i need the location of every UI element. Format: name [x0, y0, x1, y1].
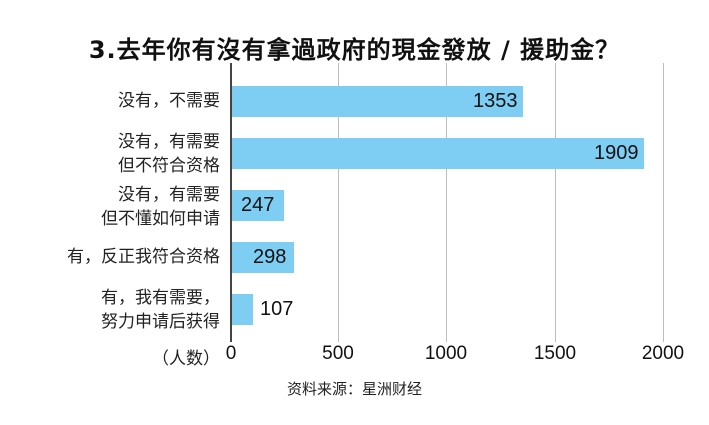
- bar-value-4: 107: [260, 298, 294, 320]
- x-tick-1500: 1500: [533, 343, 577, 364]
- bar-value-3: 298: [253, 246, 287, 268]
- gridline-2000: [663, 63, 664, 342]
- x-tick-1000: 1000: [424, 343, 468, 364]
- category-label-2: 没有，有需要 但不懂如何申请: [101, 185, 220, 229]
- bar-2: [231, 190, 284, 221]
- gridline-1000: [446, 63, 447, 342]
- category-label-4: 有，我有需要， 努力申请后获得: [101, 288, 220, 332]
- bar-value-2: 247: [241, 194, 275, 216]
- category-label-1: 没有，有需要 但不符合资格: [118, 132, 220, 176]
- bar-value-1: 1909: [594, 142, 639, 164]
- source-note: 资料来源：星洲财经: [286, 380, 422, 398]
- bar-4: [231, 294, 253, 325]
- x-tick-0: 0: [225, 343, 237, 364]
- category-label-0: 没有，不需要: [118, 91, 220, 111]
- bar-1: [231, 138, 644, 169]
- chart-title: 3.去年你有沒有拿過政府的現金發放 / 援助金？: [88, 36, 621, 64]
- x-axis-unit-label: （人数）: [152, 349, 220, 369]
- gridline-500: [338, 63, 339, 342]
- bar-3: [231, 242, 294, 273]
- bar-value-0: 1353: [473, 90, 518, 112]
- y-axis-line: [230, 63, 232, 342]
- x-tick-2000: 2000: [641, 343, 685, 364]
- gridline-1500: [555, 63, 556, 342]
- x-tick-500: 500: [322, 343, 354, 364]
- bar-0: [231, 86, 523, 117]
- category-label-3: 有，反正我符合资格: [67, 247, 220, 267]
